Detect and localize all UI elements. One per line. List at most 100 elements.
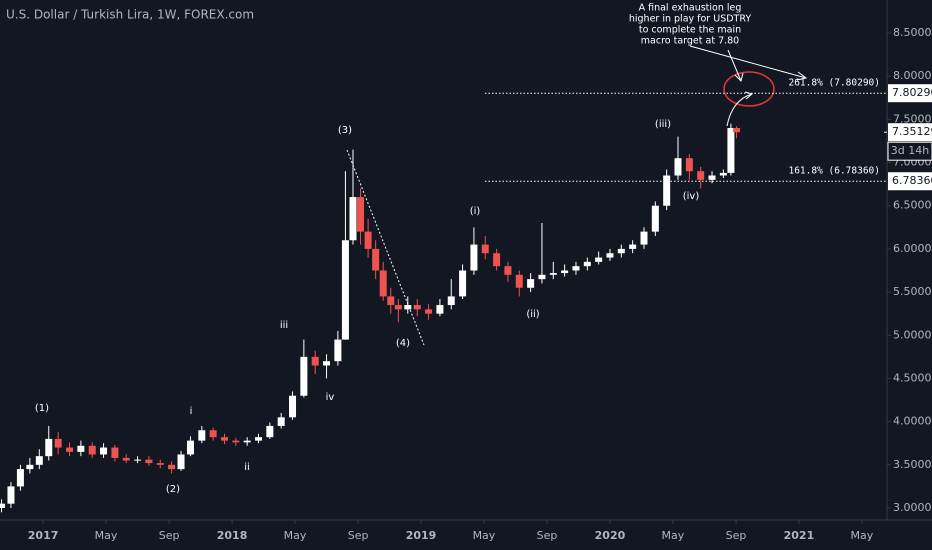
candle-body <box>220 437 228 441</box>
candle-body <box>243 440 251 443</box>
candle-body <box>111 447 119 458</box>
annotation-arrow <box>727 49 744 82</box>
candle-body <box>595 257 603 262</box>
y-tick-label: 6.50000 <box>893 199 932 212</box>
x-tick-label: 2017 <box>28 529 59 542</box>
candle-body <box>685 158 693 172</box>
candle-body <box>372 248 380 271</box>
price-tag <box>888 84 932 103</box>
annotation-line: macro target at 7.80 <box>641 36 739 47</box>
y-tick-label: 8.00000 <box>893 69 932 82</box>
candle-body <box>413 305 421 310</box>
x-tick-label: Sep <box>537 529 558 542</box>
candle-body <box>404 305 412 310</box>
candle-body <box>168 464 176 470</box>
y-tick-label: 7.50000 <box>893 112 932 125</box>
candle-body <box>289 395 297 418</box>
candle-body <box>387 296 395 306</box>
candle-body <box>357 197 365 232</box>
fib-level-label: 261.8% (7.80290) <box>788 78 880 89</box>
candle-body <box>122 457 130 461</box>
candle-body <box>300 356 308 396</box>
candle-body <box>277 417 285 426</box>
candle-body <box>481 244 489 254</box>
candle-body <box>504 266 512 275</box>
countdown-label: 3d 14h <box>891 144 929 157</box>
candle-body <box>697 171 705 180</box>
candle-body <box>515 274 523 288</box>
candle-body <box>640 231 648 245</box>
price-tag <box>888 123 932 142</box>
candle-body <box>606 253 614 258</box>
candle-body <box>186 440 194 455</box>
target-circle <box>723 71 775 107</box>
annotation-line: to complete the main <box>639 25 741 36</box>
x-tick-label: May <box>95 529 118 542</box>
candle-body <box>561 270 569 274</box>
candle-body <box>617 248 625 254</box>
candle-body <box>583 261 591 267</box>
candle-body <box>311 356 319 366</box>
candle-body <box>77 445 85 452</box>
candle-body <box>493 253 501 267</box>
price-tag <box>888 172 932 191</box>
candle-body <box>538 274 546 280</box>
x-tick-label: 2018 <box>217 529 248 542</box>
candle-body <box>156 463 164 465</box>
wave-label: iii <box>280 320 288 331</box>
candle-body <box>35 456 43 465</box>
y-tick-label: 5.00000 <box>893 328 932 341</box>
y-tick-label: 4.00000 <box>893 415 932 428</box>
candle-body <box>674 158 682 176</box>
candle-body <box>719 172 727 176</box>
candle-body <box>100 447 108 455</box>
candle-body <box>364 231 372 249</box>
chart-title: U.S. Dollar / Turkish Lira, 1W, FOREX.co… <box>6 8 254 22</box>
candle-body <box>733 127 741 133</box>
candle-body <box>66 447 74 452</box>
projection-arrow <box>726 91 754 127</box>
candle-body <box>45 438 53 457</box>
candle-body <box>26 464 34 470</box>
price-tag-label: 7.80290 <box>892 86 932 99</box>
last-price-label: 7.35129 <box>892 125 932 138</box>
x-tick-label: Sep <box>348 529 369 542</box>
y-tick-label: 3.50000 <box>893 458 932 471</box>
candle-body <box>323 361 331 366</box>
candle-body <box>334 339 342 362</box>
candle-body <box>7 486 15 504</box>
wave-label: (iii) <box>655 119 671 130</box>
y-tick-label: 3.00000 <box>893 501 932 514</box>
y-tick-label: 4.50000 <box>893 371 932 384</box>
x-tick-label: May <box>662 529 685 542</box>
wave-label: (2) <box>166 484 180 495</box>
candle-body <box>88 445 96 455</box>
x-tick-label: May <box>284 529 307 542</box>
candle-body <box>425 309 433 314</box>
candle-body <box>663 175 671 206</box>
candle-body <box>341 240 349 340</box>
x-tick-label: 2021 <box>784 529 815 542</box>
candle-body <box>708 175 716 180</box>
candle-body <box>232 440 240 443</box>
candle-body <box>572 266 580 271</box>
countdown-box <box>887 141 932 161</box>
candle-body <box>177 454 185 470</box>
candle-body <box>394 305 402 310</box>
candle-body <box>651 205 659 232</box>
candle-body <box>255 437 263 441</box>
wave-label: (3) <box>338 125 352 136</box>
wave-label: (1) <box>35 403 49 414</box>
candle-body <box>629 244 637 249</box>
candle-body <box>470 244 478 271</box>
candle-body <box>0 503 6 508</box>
candle-body <box>134 459 142 461</box>
candle-body <box>549 273 557 275</box>
price-tag-label: 6.78360 <box>892 174 932 187</box>
trend-line <box>346 149 425 346</box>
annotation-line: A final exhaustion leg <box>639 3 742 14</box>
wave-label: (iv) <box>683 191 700 202</box>
wave-label: (4) <box>396 338 410 349</box>
wave-label: (ii) <box>526 309 539 320</box>
